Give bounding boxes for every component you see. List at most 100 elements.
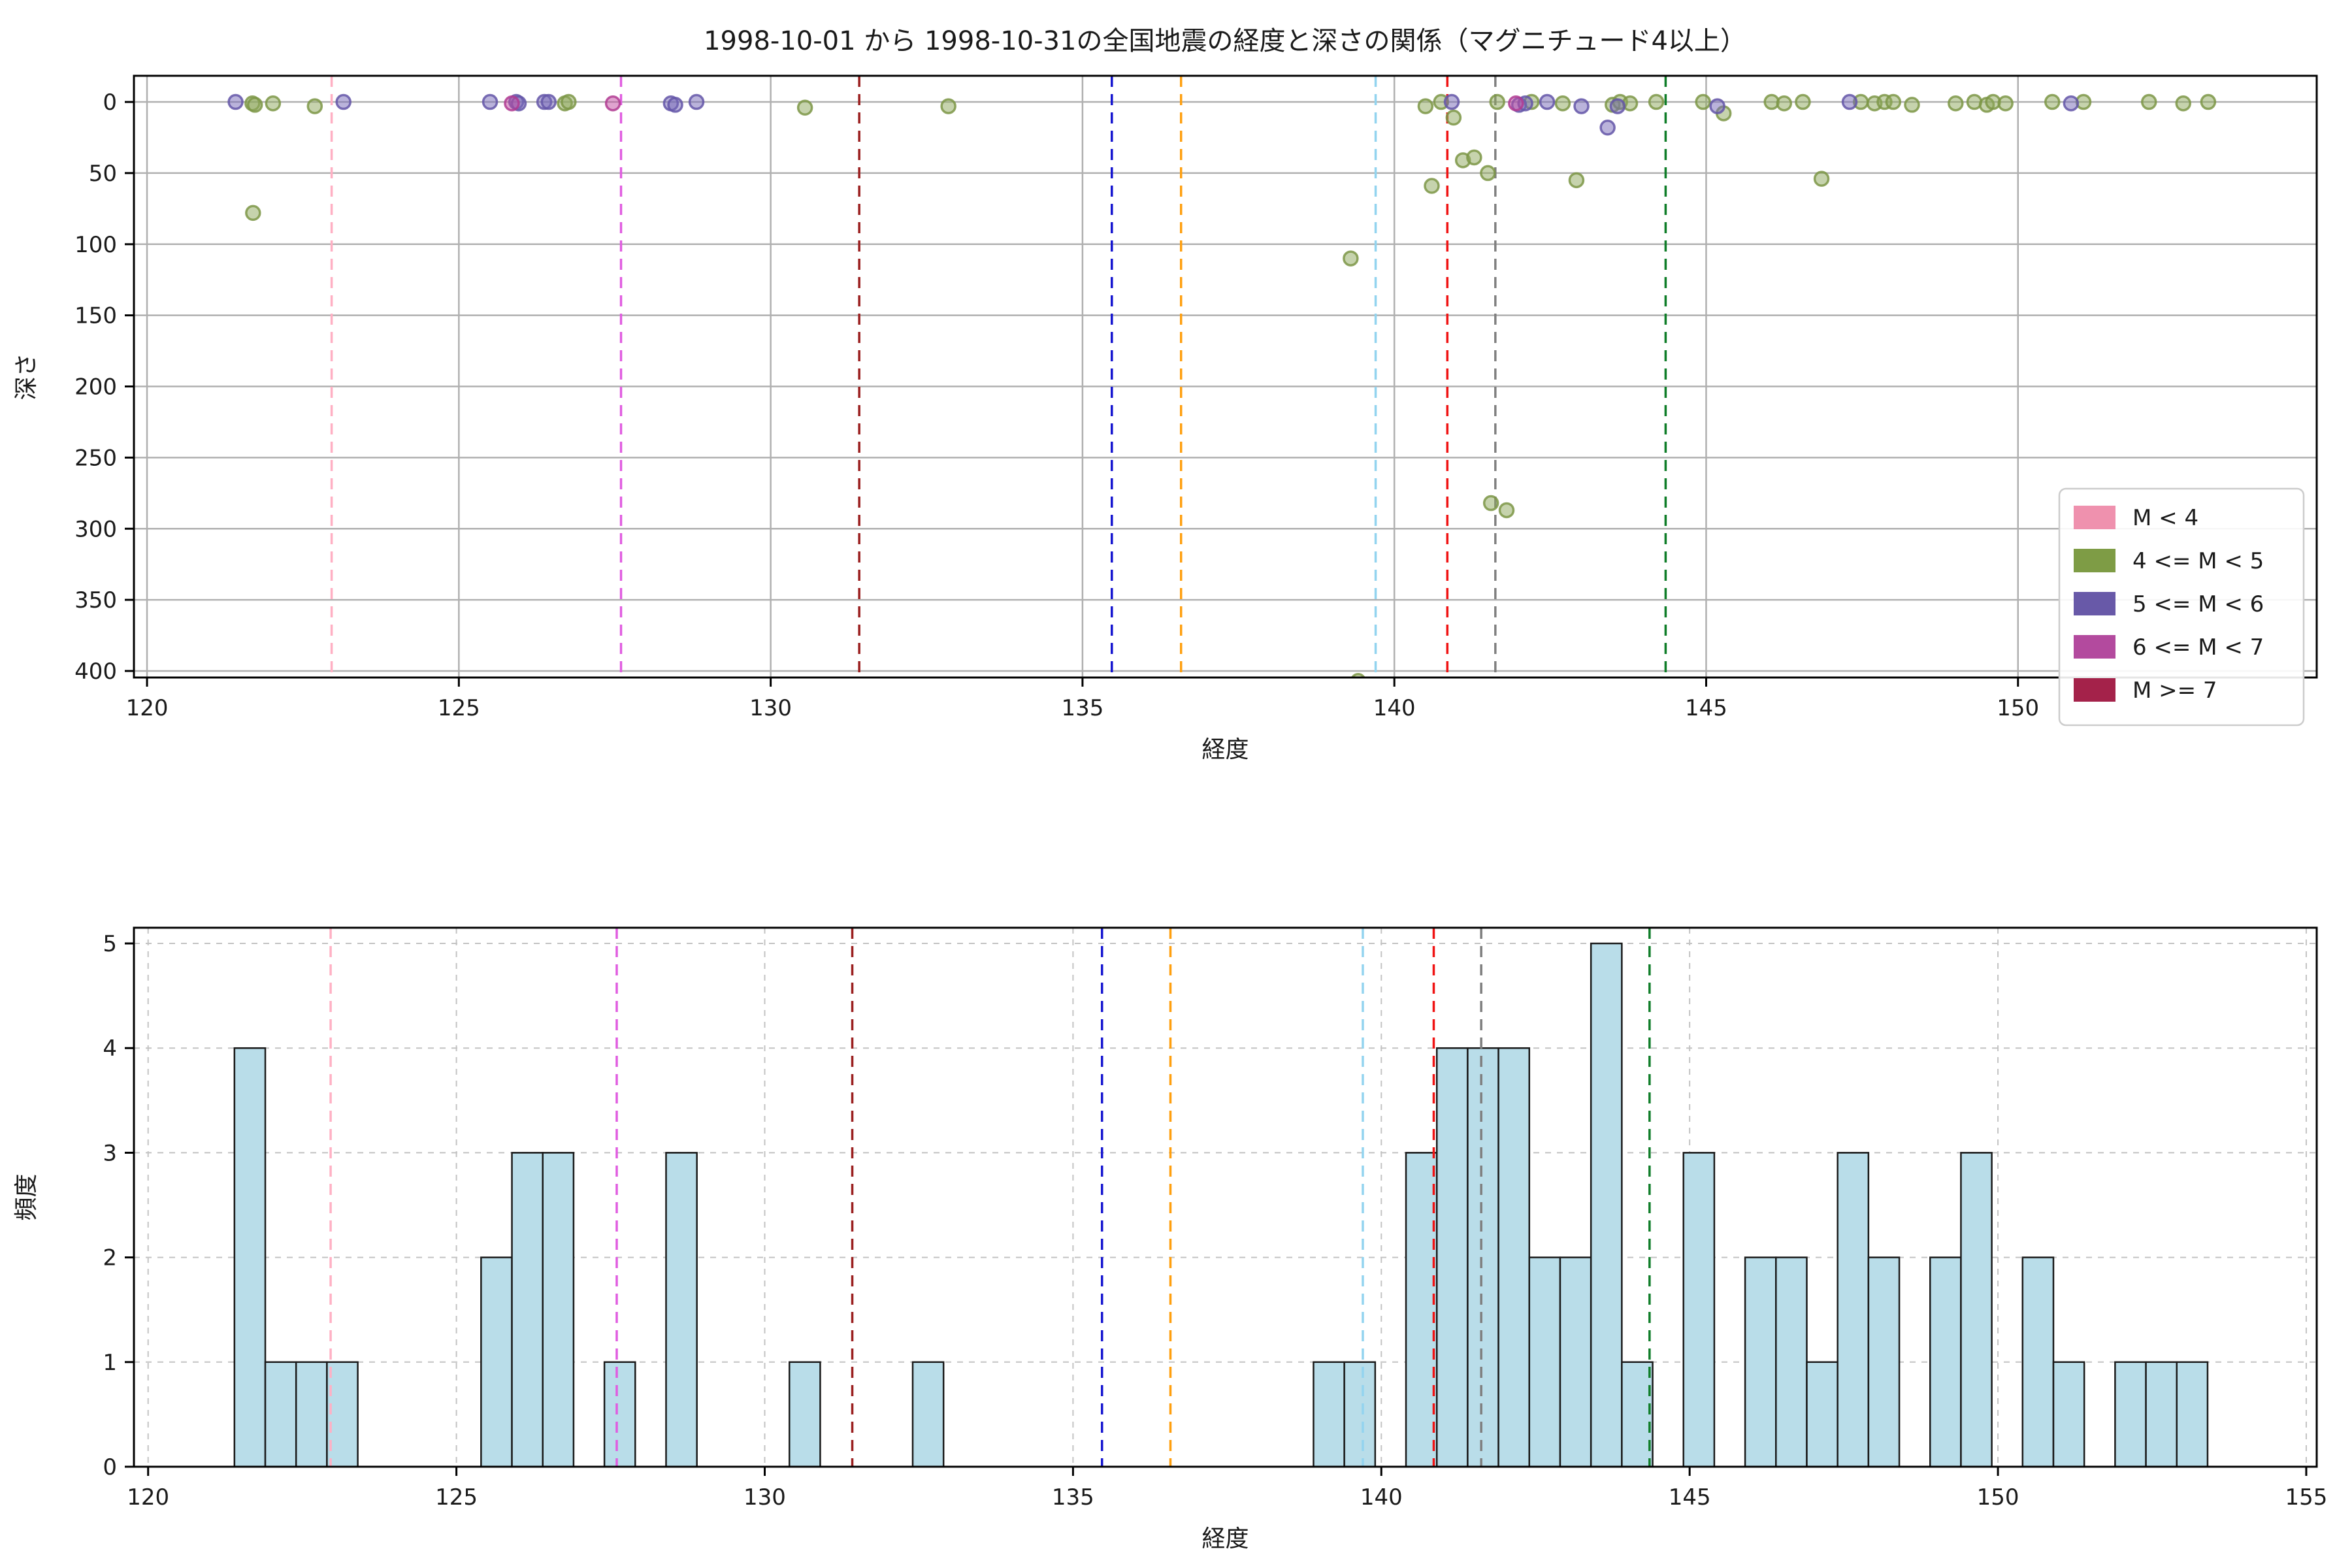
scatter-point bbox=[1466, 149, 1482, 166]
x-axis-tick-label: 135 bbox=[1061, 695, 1103, 721]
scatter-point bbox=[245, 204, 261, 221]
scatter-point bbox=[1350, 672, 1365, 678]
histogram-bar bbox=[1590, 942, 1623, 1468]
histogram-bar bbox=[542, 1152, 575, 1468]
scatter-point bbox=[1417, 98, 1434, 114]
x-axis-tick-label: 135 bbox=[1052, 1484, 1094, 1511]
scatter-point bbox=[1885, 93, 1902, 110]
bottom-chart: 120 125 130 135 140 145 150 155 0 1 2 3 4 5 経度 頻度 bbox=[13, 926, 2327, 1552]
legend-label: 4 <= M < 5 bbox=[2132, 548, 2264, 574]
bottom-xaxis-label: 経度 bbox=[1201, 1526, 1249, 1552]
histogram-bar bbox=[2052, 1361, 2085, 1468]
x-axis-tick-label: 140 bbox=[1373, 695, 1416, 721]
legend-swatch bbox=[2074, 635, 2115, 659]
x-axis-tick-label: 120 bbox=[127, 1484, 169, 1511]
scatter-point bbox=[1776, 95, 1793, 112]
scatter-point bbox=[504, 95, 520, 112]
histogram-bar bbox=[1497, 1047, 1531, 1468]
bottom-yaxis-label: 頻度 bbox=[13, 1173, 40, 1220]
x-axis-tick-label: 120 bbox=[126, 695, 169, 721]
scatter-point bbox=[335, 93, 351, 110]
axes-frame bbox=[133, 74, 2318, 679]
y-axis-tick-label: 150 bbox=[74, 303, 117, 329]
x-axis-tick-label: 145 bbox=[1669, 1484, 1711, 1511]
scatter-point bbox=[2044, 93, 2061, 110]
y-axis-tick-label: 300 bbox=[74, 516, 117, 542]
scatter-point bbox=[306, 98, 323, 114]
y-axis-tick-label: 50 bbox=[89, 161, 117, 187]
scatter-point bbox=[2063, 95, 2080, 112]
scatter-point bbox=[1424, 178, 1440, 194]
legend-entry: 6 <= M < 7 bbox=[2074, 634, 2264, 661]
top-xaxis-label: 経度 bbox=[1201, 736, 1249, 763]
scatter-point bbox=[1568, 172, 1585, 189]
x-axis-tick-label: 130 bbox=[749, 695, 792, 721]
y-axis-tick-label: 100 bbox=[74, 232, 117, 258]
scatter-series bbox=[504, 95, 1524, 112]
x-axis-tick-label: 130 bbox=[743, 1484, 786, 1511]
scatter-point bbox=[1343, 250, 1359, 267]
legend-entry: 5 <= M < 6 bbox=[2074, 591, 2264, 617]
x-axis-tick-label: 140 bbox=[1360, 1484, 1403, 1511]
legend-entry: M < 4 bbox=[2074, 505, 2198, 531]
histogram-bar bbox=[326, 1361, 359, 1468]
histogram-bar bbox=[1405, 1152, 1438, 1468]
scatter-point bbox=[1498, 502, 1515, 519]
legend-label: M >= 7 bbox=[2132, 678, 2217, 704]
scatter-point bbox=[227, 93, 244, 110]
scatter-point bbox=[1841, 93, 1858, 110]
scatter-point bbox=[796, 99, 813, 116]
scatter-point bbox=[1599, 120, 1616, 136]
histogram-bar bbox=[295, 1361, 328, 1468]
scatter-point bbox=[940, 98, 956, 114]
histogram-bar bbox=[511, 1152, 544, 1468]
y-axis-tick-label: 350 bbox=[74, 587, 117, 613]
legend-swatch bbox=[2074, 549, 2115, 572]
histogram-bar bbox=[1621, 1361, 1654, 1468]
legend-label: M < 4 bbox=[2132, 505, 2198, 531]
y-axis-tick-label: 400 bbox=[74, 659, 117, 685]
histogram-bar bbox=[1960, 1152, 1993, 1468]
histogram-bar bbox=[1435, 1047, 1469, 1468]
histogram-bar bbox=[1467, 1047, 1499, 1468]
scatter-point bbox=[1795, 93, 1811, 110]
x-axis-tick-label: 125 bbox=[438, 695, 480, 721]
histogram-bar bbox=[1559, 1256, 1592, 1468]
legend-swatch bbox=[2074, 506, 2115, 529]
scatter-point bbox=[1997, 95, 2014, 112]
histogram-bar bbox=[1528, 1256, 1561, 1468]
histogram-bar bbox=[233, 1047, 267, 1468]
y-axis-tick-label: 5 bbox=[103, 931, 117, 957]
histogram-bar bbox=[665, 1152, 698, 1468]
scatter-point bbox=[1695, 93, 1711, 110]
top-yaxis-label: 深さ bbox=[13, 353, 40, 400]
scatter-point bbox=[667, 97, 683, 113]
x-axis-tick-label: 150 bbox=[1997, 695, 2039, 721]
legend-entry: 4 <= M < 5 bbox=[2074, 548, 2264, 574]
scatter-point bbox=[1480, 165, 1496, 182]
histogram-bar bbox=[1343, 1361, 1377, 1468]
legend-label: 5 <= M < 6 bbox=[2132, 591, 2264, 617]
histogram-bar bbox=[2145, 1361, 2178, 1468]
histogram-bar bbox=[480, 1256, 513, 1468]
scatter-point bbox=[2175, 95, 2191, 112]
scatter-point bbox=[1813, 171, 1830, 187]
scatter-point bbox=[688, 93, 705, 110]
x-axis-tick-label: 150 bbox=[1977, 1484, 2019, 1511]
histogram-bar bbox=[1744, 1256, 1777, 1468]
x-axis-tick-label: 145 bbox=[1685, 695, 1727, 721]
histogram-bar bbox=[603, 1361, 636, 1468]
scatter-point bbox=[1948, 95, 1964, 112]
scatter-point bbox=[265, 95, 282, 112]
scatter-point bbox=[482, 93, 498, 110]
scatter-point bbox=[540, 93, 557, 110]
y-axis-tick-label: 200 bbox=[74, 374, 117, 400]
histogram-bar bbox=[1682, 1152, 1716, 1468]
y-axis-tick-label: 2 bbox=[103, 1245, 117, 1271]
x-axis-tick-label: 125 bbox=[435, 1484, 478, 1511]
scatter-point bbox=[1539, 93, 1556, 110]
scatter-point bbox=[2200, 93, 2217, 110]
y-axis-tick-label: 4 bbox=[103, 1036, 117, 1062]
